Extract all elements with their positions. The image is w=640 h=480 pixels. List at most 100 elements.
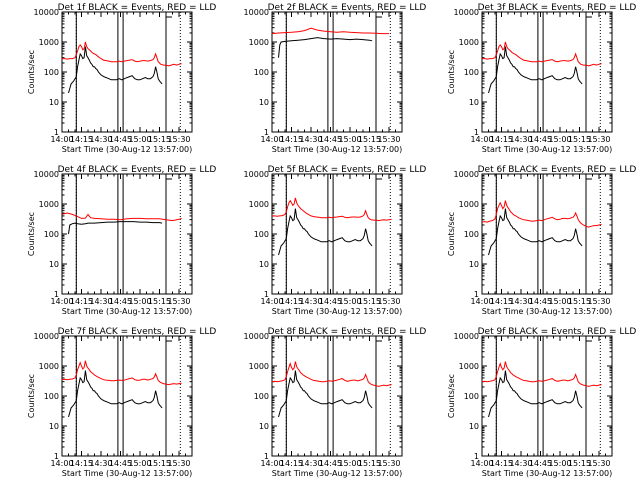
corner-marker <box>585 12 592 18</box>
y-tick-label: 1000 <box>459 200 479 209</box>
detector-panel: 1 10 100 1000 10000 14:0014:1514:3014:4515:00… <box>27 3 216 154</box>
y-tick-label: 1 <box>474 290 479 299</box>
y-tick-label: 1000 <box>249 200 269 209</box>
panel-title: Det 9f BLACK = Events, RED = LLD <box>478 327 637 337</box>
lld-series-line <box>61 212 182 222</box>
corner-marker <box>585 336 592 342</box>
x-tick-label: 15:30 <box>167 297 190 306</box>
x-axis-label: Start Time (30-Aug-12 13:57:00) <box>482 145 613 154</box>
detector-panel: 1 10 100 1000 10000 14:0014:1514:3014:4515:00… <box>447 3 636 154</box>
y-tick-label: 10 <box>49 98 59 107</box>
y-tick-label: 1 <box>54 452 59 461</box>
corner-marker <box>165 174 172 180</box>
corner-marker <box>375 12 382 18</box>
corner-marker <box>585 174 592 180</box>
y-tick-label: 10000 <box>34 170 59 179</box>
x-tick-label: 14:15 <box>280 135 303 144</box>
y-tick-label: 1000 <box>459 362 479 371</box>
x-tick-label: 14:00 <box>260 135 283 144</box>
x-tick-label: 14:45 <box>109 459 132 468</box>
x-tick-label: 15:15 <box>568 459 591 468</box>
x-tick-label: 14:15 <box>70 297 93 306</box>
y-tick-label: 10000 <box>454 332 479 341</box>
y-tick-label: 10 <box>469 422 479 431</box>
y-tick-label: 10 <box>49 260 59 269</box>
detector-panel: 1 10 100 1000 10000 14:0014:1514:3014:4515:00… <box>27 165 216 316</box>
x-tick-label: 14:30 <box>89 297 112 306</box>
y-tick-label: 10 <box>259 98 269 107</box>
lld-series-line <box>61 360 182 386</box>
x-tick-label: 15:00 <box>128 297 151 306</box>
x-tick-label: 14:15 <box>490 297 513 306</box>
x-tick-label: 14:00 <box>260 459 283 468</box>
detector-panel: 1 10 100 1000 10000 14:0014:1514:3014:4515:00… <box>244 3 427 154</box>
x-tick-label: 14:30 <box>509 135 532 144</box>
x-tick-label: 15:30 <box>587 297 610 306</box>
x-tick-label: 15:30 <box>587 459 610 468</box>
x-tick-label: 15:15 <box>148 297 171 306</box>
y-tick-label: 1 <box>54 128 59 137</box>
y-tick-label: 1000 <box>459 38 479 47</box>
events-series-line <box>488 208 583 256</box>
y-tick-label: 1 <box>264 128 269 137</box>
y-tick-label: 100 <box>464 230 479 239</box>
x-tick-label: 14:15 <box>490 459 513 468</box>
y-axis-label: Counts/sec <box>27 212 36 256</box>
y-tick-label: 1000 <box>249 362 269 371</box>
y-tick-label: 10 <box>469 260 479 269</box>
x-tick-label: 15:30 <box>167 459 190 468</box>
x-tick-label: 14:45 <box>529 135 552 144</box>
x-tick-label: 14:15 <box>490 135 513 144</box>
panel-title: Det 5f BLACK = Events, RED = LLD <box>268 165 427 175</box>
plot-frame <box>61 11 193 133</box>
detector-panel: 1 10 100 1000 10000 14:0014:1514:3014:4515:00… <box>27 327 216 478</box>
y-tick-label: 1000 <box>39 362 59 371</box>
x-axis-label: Start Time (30-Aug-12 13:57:00) <box>482 307 613 316</box>
x-axis-label: Start Time (30-Aug-12 13:57:00) <box>62 469 193 478</box>
detector-panel: 1 10 100 1000 10000 14:0014:1514:3014:4515:00… <box>244 165 427 316</box>
y-tick-label: 10000 <box>34 8 59 17</box>
y-tick-label: 100 <box>254 230 269 239</box>
x-tick-label: 15:30 <box>377 459 400 468</box>
x-tick-label: 15:15 <box>148 135 171 144</box>
y-tick-label: 10 <box>49 422 59 431</box>
y-tick-label: 100 <box>44 392 59 401</box>
y-axis-label: Counts/sec <box>447 212 456 256</box>
x-axis-label: Start Time (30-Aug-12 13:57:00) <box>482 469 613 478</box>
corner-marker <box>375 174 382 180</box>
x-tick-label: 15:00 <box>548 297 571 306</box>
x-tick-label: 15:30 <box>167 135 190 144</box>
events-series-line <box>278 370 373 418</box>
x-axis-label: Start Time (30-Aug-12 13:57:00) <box>272 307 403 316</box>
corner-marker <box>165 12 172 18</box>
x-tick-label: 15:15 <box>358 459 381 468</box>
x-tick-label: 15:15 <box>358 135 381 144</box>
x-tick-label: 15:00 <box>128 459 151 468</box>
x-tick-label: 15:30 <box>377 135 400 144</box>
events-series-line <box>278 208 373 256</box>
x-tick-label: 15:00 <box>128 135 151 144</box>
y-tick-label: 100 <box>254 392 269 401</box>
x-tick-label: 15:00 <box>338 135 361 144</box>
x-tick-label: 14:15 <box>280 459 303 468</box>
panel-title: Det 6f BLACK = Events, RED = LLD <box>478 165 637 175</box>
events-series-line <box>488 370 583 418</box>
x-tick-label: 15:00 <box>548 135 571 144</box>
x-tick-label: 14:00 <box>470 297 493 306</box>
plot-frame <box>481 335 613 457</box>
panel-title: Det 2f BLACK = Events, RED = LLD <box>268 3 427 13</box>
plot-frame <box>271 11 403 133</box>
x-axis-label: Start Time (30-Aug-12 13:57:00) <box>62 307 193 316</box>
y-tick-label: 1000 <box>39 38 59 47</box>
y-tick-label: 1 <box>54 290 59 299</box>
x-tick-label: 14:30 <box>509 459 532 468</box>
x-tick-label: 15:15 <box>358 297 381 306</box>
x-tick-label: 14:00 <box>50 135 73 144</box>
y-tick-label: 1 <box>264 452 269 461</box>
x-tick-label: 14:30 <box>299 297 322 306</box>
panel-title: Det 7f BLACK = Events, RED = LLD <box>58 327 217 337</box>
x-tick-label: 14:00 <box>470 135 493 144</box>
x-tick-label: 15:00 <box>338 297 361 306</box>
events-series-line <box>68 46 163 94</box>
